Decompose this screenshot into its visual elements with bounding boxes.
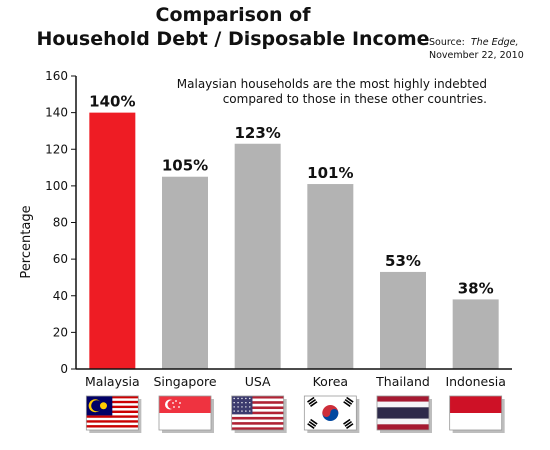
data-label-korea: 101%: [307, 164, 353, 182]
y-tick-label: 20: [53, 325, 68, 339]
chart-title-line1: Comparison of: [156, 4, 312, 26]
flags-group: [85, 395, 505, 433]
axes-lines: [75, 76, 512, 370]
x-tick-label-indonesia: Indonesia: [445, 374, 505, 389]
y-tick-label: 0: [60, 362, 68, 376]
usa-flag: [231, 395, 287, 433]
bar-singapore: [162, 176, 208, 369]
korea-flag: [303, 395, 360, 433]
data-label-thailand: 53%: [385, 252, 421, 270]
y-tick-label: 100: [45, 179, 68, 193]
y-tick-label: 40: [53, 289, 68, 303]
data-label-malaysia: 140%: [89, 93, 135, 111]
annotation-line2: compared to those in these other countri…: [223, 92, 487, 106]
x-tick-label-singapore: Singapore: [153, 374, 216, 389]
x-tick-label-malaysia: Malaysia: [85, 374, 140, 389]
bar-usa: [234, 143, 281, 369]
source-publication: The Edge,: [471, 37, 519, 48]
y-tick-label: 80: [53, 216, 68, 230]
y-tick-label: 160: [45, 69, 68, 83]
indonesia-flag: [449, 395, 505, 433]
annotation-line1: Malaysian households are the most highly…: [177, 77, 487, 91]
singapore-flag: [158, 395, 214, 433]
data-labels-group: 140% 105% 123% 101% 53% 38%: [89, 93, 493, 298]
data-label-usa: 123%: [234, 124, 280, 142]
bars-group: [89, 112, 499, 369]
y-axis: 0 20 40 60 80 100 120 140 160: [45, 69, 76, 376]
data-label-indonesia: 38%: [458, 279, 494, 297]
bar-malaysia: [89, 112, 136, 369]
source-date: November 22, 2010: [429, 50, 524, 61]
x-axis: Malaysia Singapore USA Korea Thailand Indones…: [85, 374, 506, 389]
bar-indonesia: [452, 299, 499, 369]
x-tick-label-korea: Korea: [313, 374, 348, 389]
y-tick-label: 60: [53, 252, 68, 266]
source-prefix: Source:: [429, 37, 465, 48]
x-tick-label-thailand: Thailand: [375, 374, 430, 389]
x-tick-label-usa: USA: [245, 374, 271, 389]
chart-title-line2: Household Debt / Disposable Income: [36, 28, 429, 50]
source-note: Source: The Edge,: [429, 37, 519, 48]
y-tick-label: 120: [45, 142, 68, 156]
y-tick-label: 140: [45, 106, 68, 120]
thailand-flag: [376, 395, 432, 433]
bar-korea: [307, 184, 354, 369]
malaysia-flag: [85, 395, 142, 433]
y-axis-label: Percentage: [19, 205, 34, 278]
data-label-singapore: 105%: [162, 157, 208, 175]
bar-thailand: [380, 271, 426, 369]
